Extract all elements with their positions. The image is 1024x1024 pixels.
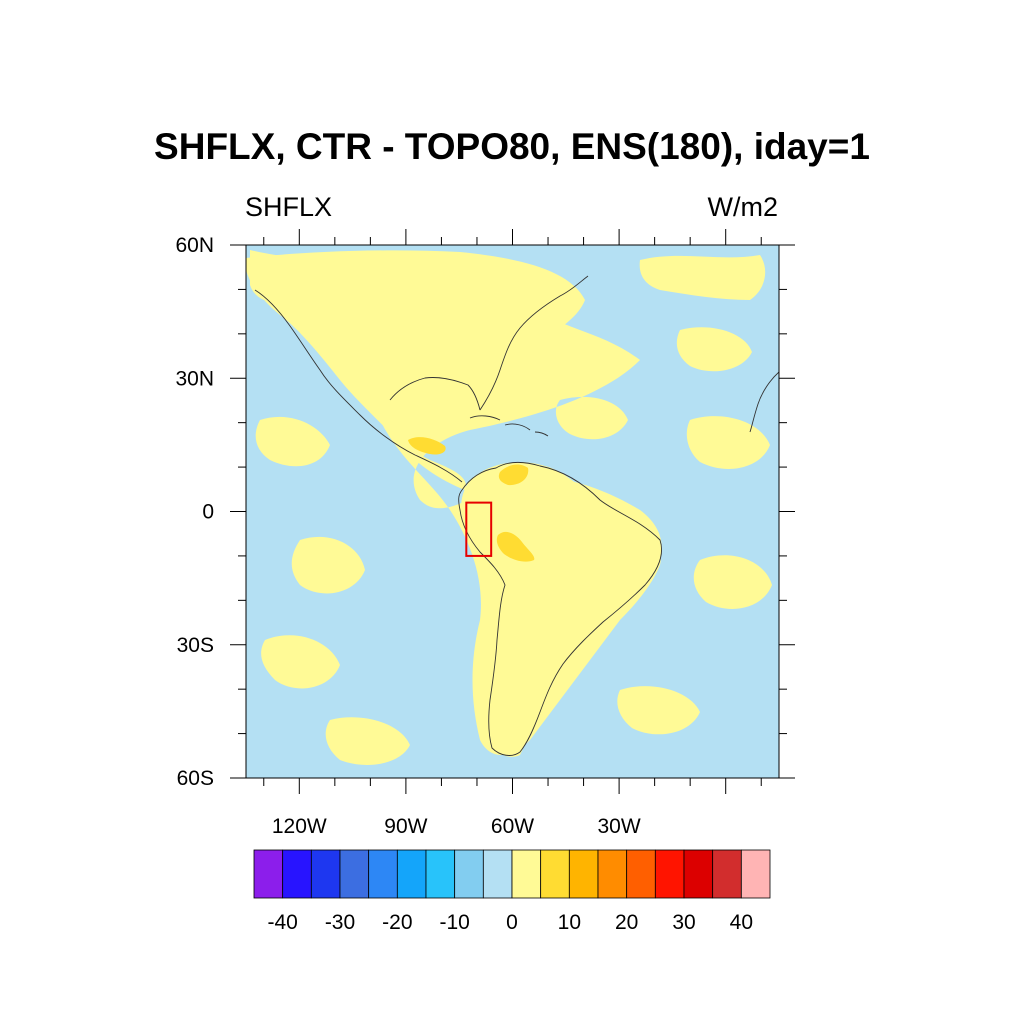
- colorbar-label: -30: [325, 911, 355, 934]
- longitude-labels: 120W 90W 60W 30W: [272, 815, 641, 838]
- colorbar-swatch: [712, 849, 742, 899]
- negative-anomaly-region: [246, 245, 779, 778]
- axis-ticks: [230, 229, 795, 794]
- colorbar-swatch: [597, 849, 628, 899]
- colorbar-swatch: [511, 849, 542, 899]
- lat-tick-label: 30N: [175, 367, 214, 390]
- colorbar-swatch: [339, 849, 370, 899]
- colorbar-swatch: [482, 849, 513, 899]
- lat-tick-label: 30S: [177, 634, 214, 657]
- colorbar-swatch: [568, 849, 599, 899]
- colorbar-label: 30: [672, 911, 695, 934]
- analysis-region-box: [465, 501, 493, 557]
- colorbar-swatch: [683, 849, 714, 899]
- coastline-north-america: [254, 275, 589, 483]
- units-label: W/m2: [707, 192, 779, 222]
- lat-tick-label: 60S: [177, 767, 214, 790]
- colorbar-swatch: [282, 849, 312, 899]
- colorbar-label: -10: [439, 911, 469, 934]
- colorbar-swatch: [368, 849, 398, 899]
- colorbar: [253, 849, 771, 899]
- lon-tick-label: 30W: [598, 815, 641, 838]
- colorbar-swatch: [396, 849, 427, 899]
- colorbar-swatch: [310, 849, 341, 899]
- coastlines: [254, 275, 779, 756]
- variable-label: SHFLX: [245, 192, 333, 222]
- lat-tick-label: 0: [202, 501, 214, 524]
- lon-tick-label: 90W: [384, 815, 427, 838]
- colorbar-label: 20: [615, 911, 638, 934]
- coastline-caribbean: [469, 415, 549, 437]
- colorbar-swatch: [454, 849, 484, 899]
- colorbar-label: 40: [730, 911, 753, 934]
- lat-tick-label: 60N: [175, 234, 214, 257]
- colorbar-labels: -40 -30 -20 -10 0 10 20 30 40: [267, 911, 753, 934]
- colorbar-label: 0: [506, 911, 518, 934]
- colorbar-swatch: [740, 849, 771, 899]
- colorbar-label: -20: [382, 911, 412, 934]
- north-america-land: [246, 250, 585, 490]
- colorbar-label: 10: [558, 911, 581, 934]
- colorbar-label: -40: [267, 911, 297, 934]
- colorbar-swatch: [425, 849, 456, 899]
- colorbar-swatch: [626, 849, 656, 899]
- lon-tick-label: 60W: [491, 815, 534, 838]
- anomaly-field: [246, 245, 779, 778]
- coastline-africa: [749, 371, 779, 433]
- colorbar-swatch: [253, 849, 284, 899]
- lon-tick-label: 120W: [272, 815, 327, 838]
- positive-medium-patch-central-america: [408, 437, 446, 455]
- latitude-labels: 60N 30N 0 30S 60S: [175, 234, 214, 790]
- colorbar-swatch: [540, 849, 570, 899]
- colorbar-swatch: [654, 849, 685, 899]
- plot-title: SHFLX, CTR - TOPO80, ENS(180), iday=1: [154, 126, 870, 167]
- positive-medium-patch-northern-sa: [498, 464, 529, 486]
- coastline-south-america: [458, 461, 663, 756]
- positive-medium-patch-amazon: [496, 531, 535, 562]
